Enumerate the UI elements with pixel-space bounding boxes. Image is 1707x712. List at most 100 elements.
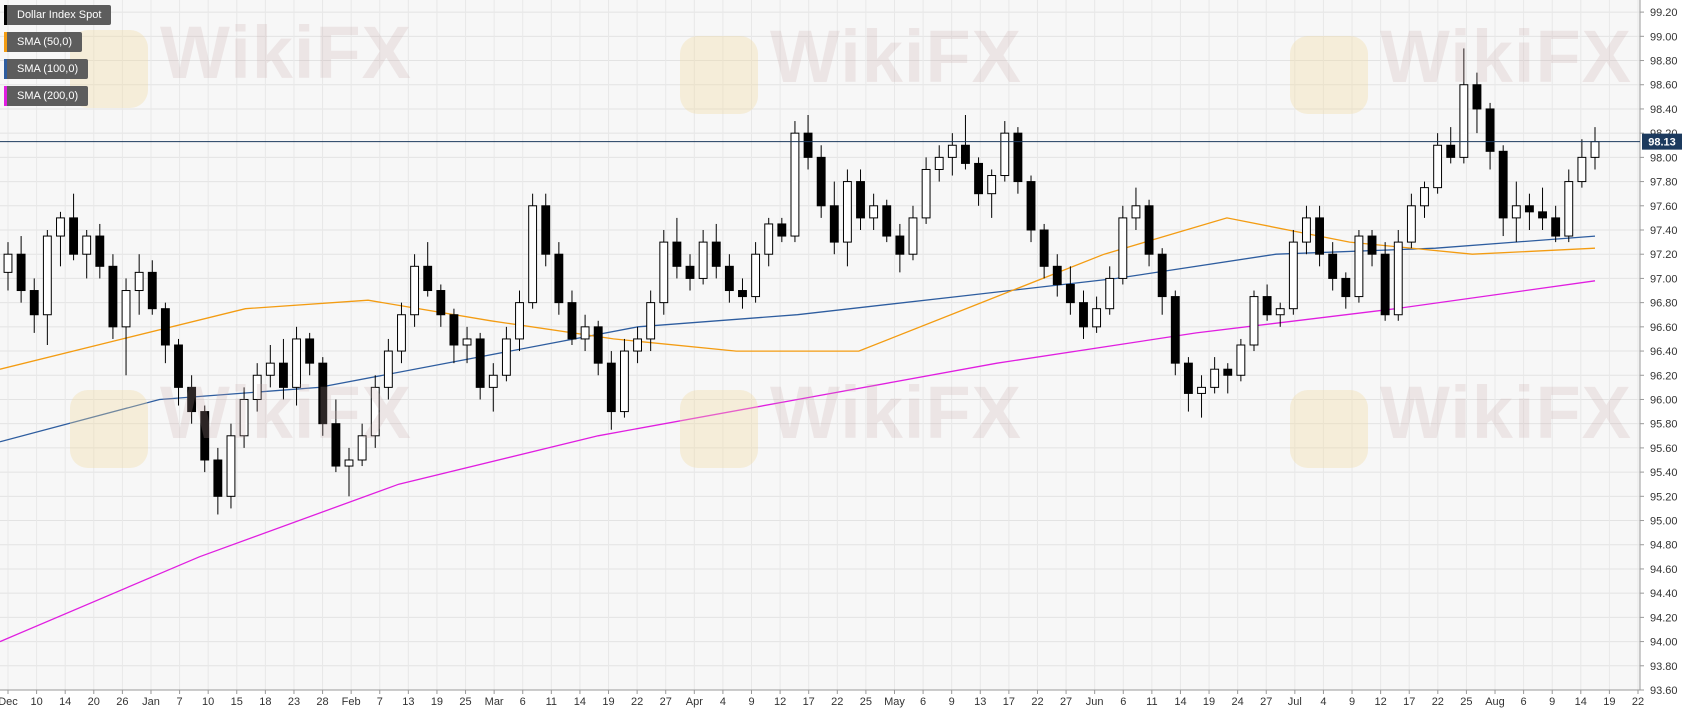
- sma-50-line: [0, 217, 1596, 370]
- x-tick-label: 9: [949, 696, 955, 708]
- y-tick-label: 95.20: [1650, 491, 1678, 503]
- x-tick-label: 19: [602, 696, 614, 708]
- candle-body-down: [829, 205, 839, 243]
- legend-label: SMA (100,0): [17, 63, 79, 75]
- x-tick-label: 10: [30, 696, 42, 708]
- candle-body-up: [764, 223, 774, 255]
- legend-item-dollar-index[interactable]: Dollar Index Spot: [4, 5, 112, 25]
- candle-body-down: [1144, 205, 1154, 255]
- candle-body-up: [580, 326, 590, 340]
- candle-body-down: [1026, 181, 1036, 231]
- x-tick-label: 22: [831, 696, 843, 708]
- candle-body-down: [213, 459, 223, 497]
- candle-body-up: [1302, 217, 1311, 243]
- x-tick-label: 24: [1232, 696, 1244, 708]
- candle-body-up: [357, 435, 367, 461]
- candle-body-up: [790, 132, 800, 237]
- legend-item-sma-50[interactable]: SMA (50,0): [4, 32, 83, 52]
- candle-body-up: [56, 217, 65, 237]
- x-tick-label: 22: [1632, 696, 1644, 708]
- candle-body-down: [672, 241, 682, 267]
- candle-body-up: [633, 338, 642, 352]
- candle-body-up: [908, 217, 918, 255]
- y-tick-label: 94.00: [1650, 637, 1678, 649]
- candle-body-down: [685, 265, 695, 279]
- legend-item-sma-200[interactable]: SMA (200,0): [4, 86, 89, 106]
- candle-body-down: [305, 338, 315, 364]
- candle-body-up: [42, 235, 52, 316]
- y-tick-label: 99.20: [1650, 7, 1678, 19]
- x-tick-label: May: [884, 696, 905, 708]
- candle-body-down: [1485, 108, 1495, 152]
- candle-body-down: [423, 265, 433, 292]
- y-tick-label: 94.40: [1650, 588, 1678, 600]
- y-tick-label: 98.60: [1650, 80, 1678, 92]
- legend: Dollar Index Spot SMA (50,0) SMA (100,0)…: [4, 5, 112, 106]
- candle-body-down: [1341, 277, 1351, 298]
- candle-body-up: [82, 235, 92, 255]
- candle-body-down: [29, 290, 39, 316]
- x-tick-label: 25: [860, 696, 872, 708]
- x-tick-label: 17: [1003, 696, 1015, 708]
- candle-body-up: [869, 205, 879, 219]
- x-tick-label: Mar: [485, 696, 504, 708]
- candle-body-up: [1197, 386, 1206, 394]
- x-tick-label: 6: [1521, 696, 1527, 708]
- y-tick-label: 96.20: [1650, 370, 1678, 382]
- candle-body-up: [121, 290, 131, 328]
- x-tick-label: 7: [177, 696, 183, 708]
- candle-body-down: [1524, 205, 1534, 213]
- candle-body-down: [738, 290, 747, 298]
- candle-body-down: [187, 386, 197, 413]
- x-tick-label: 22: [631, 696, 643, 708]
- candle-body-up: [501, 338, 511, 376]
- candle-body-down: [1170, 296, 1180, 364]
- candle-body-up: [751, 253, 761, 298]
- legend-label: SMA (200,0): [17, 90, 79, 102]
- x-tick-label: 25: [459, 696, 471, 708]
- candle-body-down: [803, 132, 813, 158]
- x-tick-label: Jun: [1086, 696, 1104, 708]
- candle-body-up: [3, 253, 13, 273]
- y-tick-label: 98.40: [1650, 104, 1678, 116]
- candle-body-down: [1538, 211, 1547, 219]
- candle-body-up: [921, 168, 931, 219]
- candle-body-up: [1433, 144, 1443, 189]
- x-tick-label: 25: [1460, 696, 1472, 708]
- candle-body-up: [239, 398, 249, 437]
- sma-200-line: [0, 280, 1596, 643]
- candle-body-down: [711, 241, 721, 267]
- x-tick-label: 12: [1375, 696, 1387, 708]
- x-tick-label: 20: [88, 696, 100, 708]
- candle-body-up: [659, 241, 669, 304]
- plot-background: [0, 0, 1640, 690]
- y-tick-label: 95.00: [1650, 516, 1678, 528]
- candle-body-up: [134, 271, 144, 292]
- y-tick-label: 94.20: [1650, 612, 1678, 624]
- y-tick-label: 95.80: [1650, 419, 1678, 431]
- x-tick-label: 10: [202, 696, 214, 708]
- candle-body-down: [95, 235, 105, 267]
- candle-body-down: [1367, 235, 1377, 255]
- candle-body-up: [1275, 308, 1285, 316]
- candle-body-down: [200, 411, 210, 461]
- y-tick-label: 96.00: [1650, 394, 1678, 406]
- legend-item-sma-100[interactable]: SMA (100,0): [4, 59, 89, 79]
- candle-body-up: [620, 350, 629, 413]
- candle-body-up: [528, 205, 538, 304]
- x-tick-label: 27: [660, 696, 672, 708]
- y-tick-label: 97.40: [1650, 225, 1678, 237]
- x-tick-label: 12: [774, 696, 786, 708]
- candle-body-up: [397, 314, 406, 352]
- x-tick-label: 22: [1031, 696, 1043, 708]
- candle-body-down: [1065, 283, 1075, 304]
- candle-body-up: [646, 302, 656, 340]
- candle-body-down: [541, 205, 551, 255]
- candle-body-up: [1420, 187, 1429, 207]
- y-tick-label: 95.40: [1650, 467, 1678, 479]
- x-tick-label: 27: [1260, 696, 1272, 708]
- candle-body-down: [16, 253, 26, 292]
- candle-body-down: [882, 205, 892, 237]
- candle-body-up: [1590, 141, 1600, 158]
- candle-body-up: [252, 374, 262, 400]
